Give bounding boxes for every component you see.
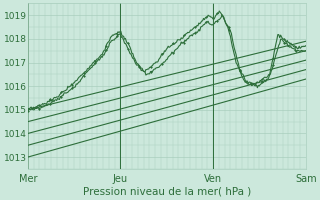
X-axis label: Pression niveau de la mer( hPa ): Pression niveau de la mer( hPa ) [83,187,251,197]
